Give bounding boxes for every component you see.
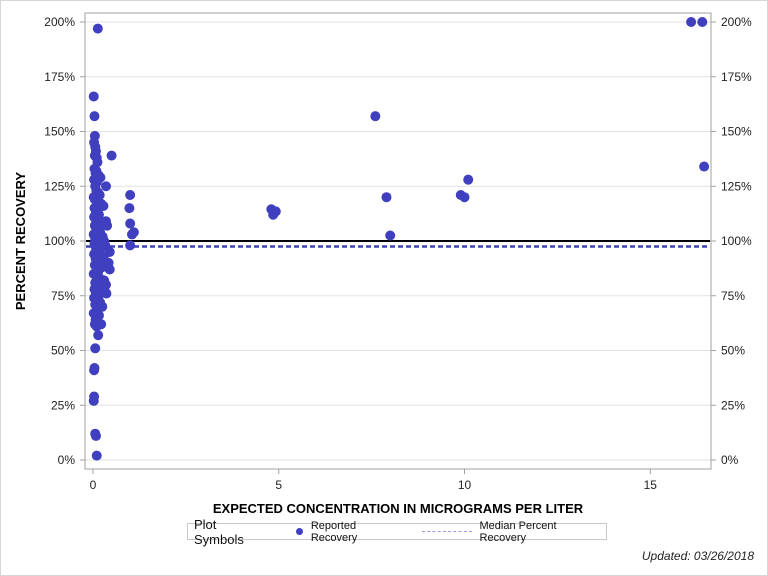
data-point: [88, 395, 99, 406]
y-tick-label-right: 150%: [721, 125, 752, 139]
data-point: [463, 174, 474, 185]
y-tick-label: 50%: [51, 344, 75, 358]
y-tick-label-right: 75%: [721, 289, 745, 303]
data-point: [127, 229, 138, 240]
updated-date: Updated: 03/26/2018: [641, 549, 754, 563]
y-tick-label-right: 25%: [721, 398, 745, 412]
data-point: [101, 288, 112, 299]
y-tick-label-right: 100%: [721, 234, 752, 248]
x-tick-label: 5: [275, 478, 282, 492]
legend-title: Plot Symbols: [194, 516, 244, 547]
data-point: [101, 181, 112, 192]
x-tick-label: 15: [644, 478, 658, 492]
y-tick-label-right: 50%: [721, 344, 745, 358]
y-tick-label-right: 175%: [721, 70, 752, 84]
data-point: [270, 206, 281, 217]
y-tick-label: 200%: [44, 15, 75, 29]
y-tick-label: 75%: [51, 289, 75, 303]
data-point: [106, 150, 117, 161]
data-point: [89, 365, 100, 376]
data-point: [102, 220, 113, 231]
legend-label-median: Median Percent Recovery: [479, 519, 557, 544]
y-tick-label: 175%: [44, 70, 75, 84]
y-tick-label: 25%: [51, 398, 75, 412]
y-tick-label-right: 200%: [721, 15, 752, 29]
data-point: [125, 190, 136, 201]
data-point: [459, 192, 470, 203]
y-tick-label: 150%: [44, 125, 75, 139]
data-point: [125, 240, 136, 251]
legend: Plot Symbols Reported Recovery Median Pe…: [187, 517, 607, 547]
legend-label-reported-recovery: Reported Recovery: [310, 519, 358, 544]
y-axis-title: PERCENT RECOVERY: [13, 172, 28, 311]
y-tick-label: 125%: [44, 179, 75, 193]
y-tick-label-right: 125%: [721, 179, 752, 193]
data-point: [385, 230, 396, 241]
data-point: [125, 218, 136, 229]
legend-marker-icon: [295, 528, 303, 535]
x-tick-label: 10: [458, 478, 472, 492]
data-point: [93, 330, 104, 341]
data-point: [89, 111, 100, 122]
data-point: [91, 450, 102, 461]
data-point: [381, 192, 392, 203]
data-point: [92, 23, 103, 34]
y-tick-label: 0%: [58, 453, 76, 467]
data-point: [370, 111, 381, 122]
data-point: [124, 203, 135, 214]
x-axis-title: EXPECTED CONCENTRATION IN MICROGRAMS PER…: [213, 501, 584, 516]
x-tick-label: 0: [90, 478, 97, 492]
y-tick-label-right: 0%: [721, 453, 739, 467]
y-tick-label: 100%: [44, 234, 75, 248]
data-point: [699, 161, 710, 172]
data-point: [91, 321, 102, 332]
data-point: [90, 430, 101, 441]
data-point: [88, 91, 99, 102]
data-point: [104, 264, 115, 275]
data-point: [697, 17, 708, 27]
data-point: [90, 343, 101, 354]
data-point: [686, 17, 697, 27]
legend-dashed-line-icon: [421, 531, 472, 532]
